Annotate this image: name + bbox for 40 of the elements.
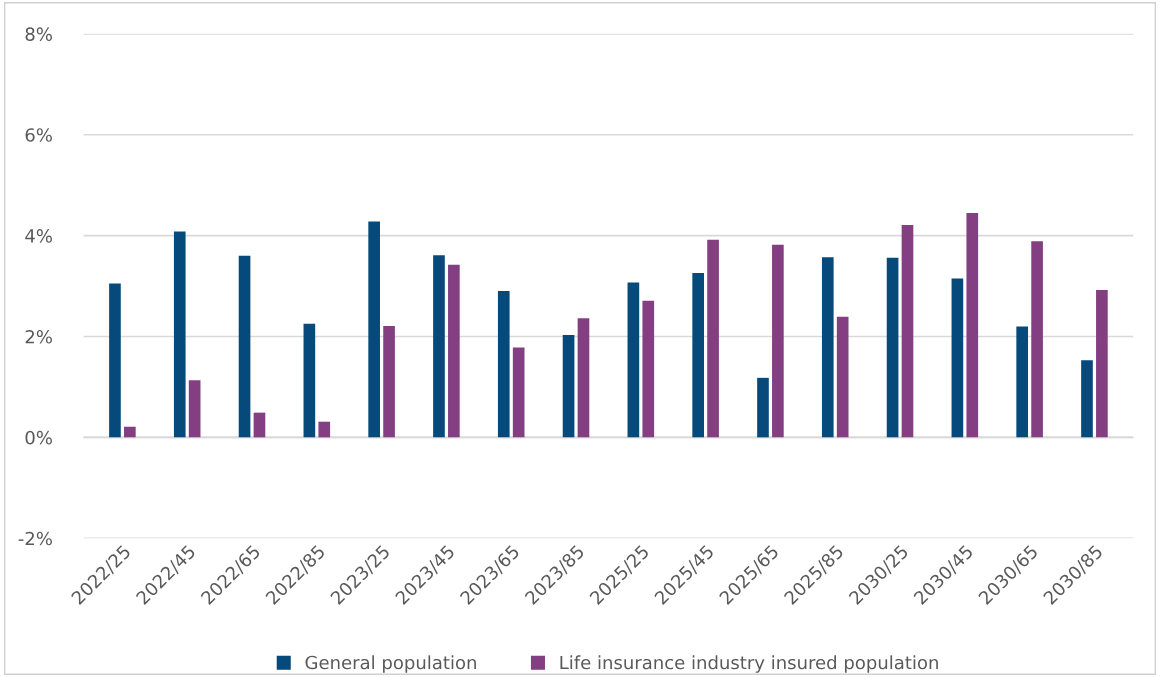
bar [1081,360,1093,438]
bar [642,300,655,438]
bar [188,380,201,438]
bar [821,257,834,438]
bar [448,264,460,438]
bar [173,231,186,438]
bar [512,347,525,438]
bar [577,318,590,438]
bar [1096,290,1108,438]
bar [562,334,575,438]
bar [901,225,914,438]
y-tick-label: 4% [25,229,52,243]
y-tick-label: -2% [18,531,52,546]
legend-label: Life insurance industry insured population [560,655,938,673]
bar [692,272,704,438]
bar [707,239,719,438]
bar [497,291,510,438]
bar [383,325,395,438]
bar [1031,241,1043,438]
bar [1016,326,1029,438]
bar [627,282,640,438]
legend-label: General population [305,655,476,673]
bar [951,278,964,438]
y-tick-label: 0% [25,430,52,445]
bar [109,283,121,438]
bar [433,255,445,438]
bar [238,255,251,438]
bar [124,426,136,438]
bar [836,316,849,438]
bar [318,421,331,438]
bar [966,212,979,438]
bar [772,244,784,438]
y-tick-label: 8% [25,27,52,41]
bar [757,377,769,438]
bar [253,412,266,438]
bar [368,221,380,438]
y-tick-label: 6% [25,128,52,142]
bar [886,257,899,438]
bar [303,323,316,438]
y-tick-label: 2% [25,329,52,344]
